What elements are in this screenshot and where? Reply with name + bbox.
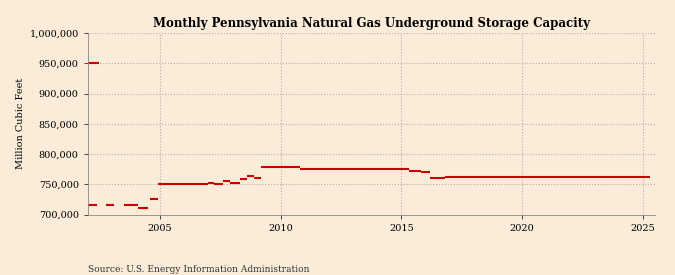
Y-axis label: Million Cubic Feet: Million Cubic Feet: [16, 78, 25, 169]
Title: Monthly Pennsylvania Natural Gas Underground Storage Capacity: Monthly Pennsylvania Natural Gas Undergr…: [153, 17, 590, 31]
Text: Source: U.S. Energy Information Administration: Source: U.S. Energy Information Administ…: [88, 265, 309, 274]
